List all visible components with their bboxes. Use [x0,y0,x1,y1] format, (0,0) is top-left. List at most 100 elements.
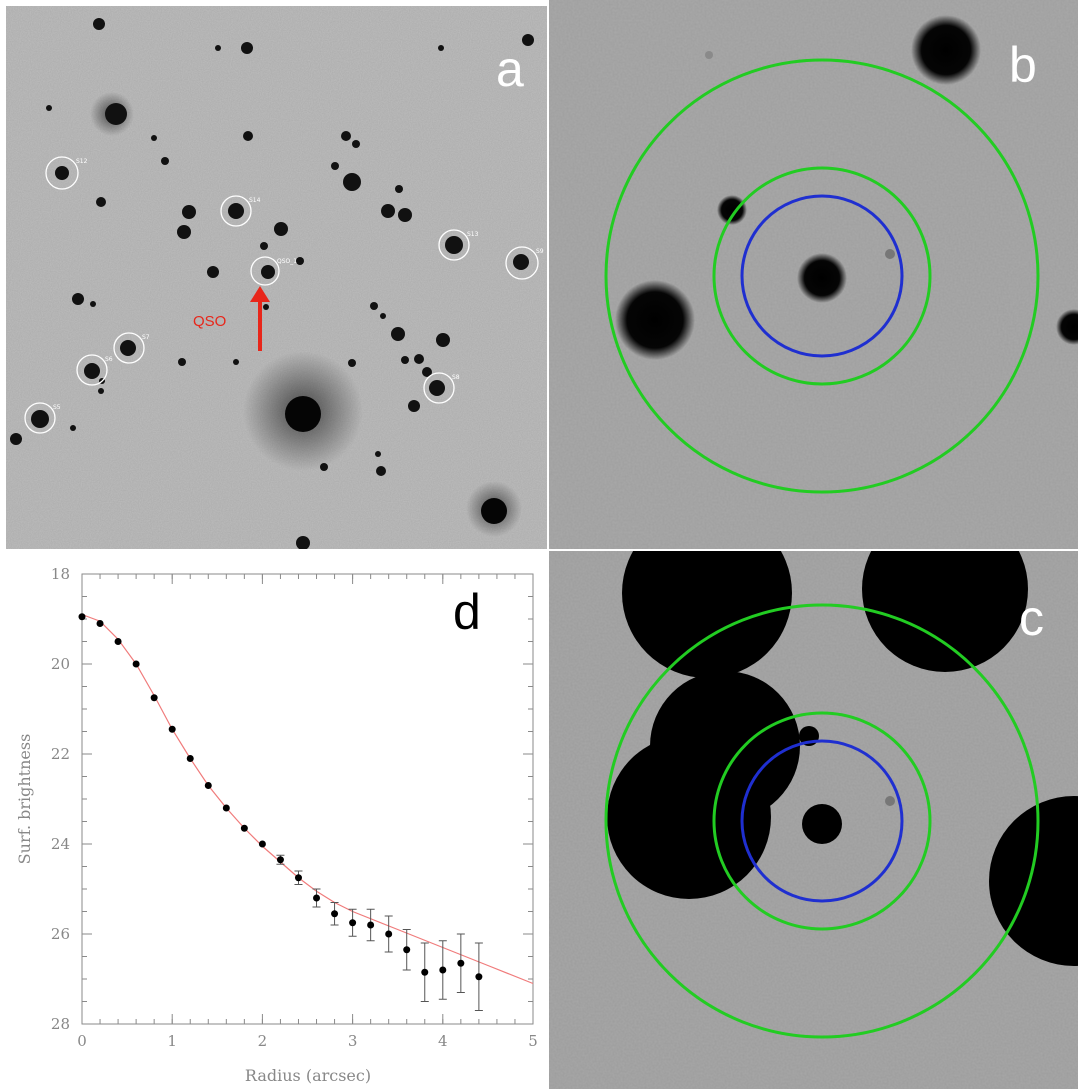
object-marker-circle [45,156,79,190]
star [178,358,186,366]
data-point [132,660,140,668]
star [343,173,361,191]
outer-annulus [604,603,1040,1039]
star [241,42,253,54]
object-marker-label: S7 [142,334,150,341]
x-tick-label: 1 [167,1032,177,1050]
bright-galaxy [285,396,321,432]
qso-label: QSO [193,313,226,330]
outer-annulus [604,58,1040,494]
panel-letter-d: d [453,584,481,640]
star [352,140,360,148]
star [398,208,412,222]
star [261,265,275,279]
panel-letter-a: a [496,41,524,97]
data-point [114,638,122,645]
x-tick-label: 4 [438,1032,448,1050]
star [375,451,381,457]
x-tick-label: 0 [77,1032,87,1050]
star [228,203,244,219]
data-point [421,968,429,976]
y-tick-label: 18 [51,565,70,583]
star [263,304,269,310]
x-tick-label: 2 [258,1032,268,1050]
star [84,363,100,379]
star [72,293,84,305]
star [422,367,432,377]
panel-a-field-image: S12 S14 QSO_1 S13 S9 S7 S6 S5 S8 QSO a [6,6,547,549]
star [320,463,328,471]
data-point [150,694,158,702]
object-marker-circle [438,229,470,261]
field-image: S12 S14 QSO_1 S13 S9 S7 S6 S5 S8 QSO [6,6,547,549]
panel-d-profile-chart: 0 1 2 3 4 5 18 20 22 24 26 28 Radius (arcsec) Surf.… [0,551,547,1089]
surface-brightness-chart: 0 1 2 3 4 5 18 20 22 24 26 28 Radius (arcsec) Surf.… [15,565,538,1085]
star [370,302,378,310]
object-marker-circle [250,256,280,286]
star [93,18,105,30]
data-point [222,804,230,812]
star [90,301,96,307]
star [408,400,420,412]
star [105,103,127,125]
star [260,242,268,250]
inner-annulus [712,166,932,386]
object-marker-label: S12 [76,158,88,165]
data-point [96,620,104,627]
object-marker-label: S8 [452,374,460,381]
fit-line [81,613,534,985]
aperture-circle [740,194,904,358]
star [161,157,169,165]
object-marker-circle [423,372,455,404]
object-marker-label: QSO_1 [277,258,297,265]
object-marker-label: S5 [53,404,61,411]
object-marker-label: S13 [467,231,479,238]
star [46,105,52,111]
star [436,333,450,347]
star [381,204,395,218]
object-marker-circle [220,195,252,227]
object-marker-circle [113,332,145,364]
star [215,45,221,51]
star [10,433,22,445]
aperture-image [549,0,1078,549]
star [395,185,403,193]
mask-regions [607,551,1078,966]
x-axis-label: Radius (arcsec) [245,1066,371,1085]
star [177,225,191,239]
bright-star [481,498,507,524]
star [274,222,288,236]
stars-b [615,15,1078,360]
data-point [186,755,194,762]
data-point [168,725,176,733]
star [331,162,339,170]
star [243,131,253,141]
star [348,359,356,367]
object-marker-label: S9 [536,248,544,255]
panel-c-masked-view: c [549,551,1078,1089]
data-point [78,613,86,621]
star [70,425,76,431]
data-points [78,613,483,1011]
y-tick-label: 22 [51,745,70,763]
data-point [313,894,321,902]
inner-annulus [712,711,932,931]
x-tick-label: 5 [528,1032,538,1050]
panel-b-aperture-view: b [549,0,1078,549]
aperture-circle [740,739,904,903]
star [182,205,196,219]
data-point [439,966,447,974]
panel-letter-b: b [1009,37,1037,93]
y-axis-label: Surf. brightness [15,734,34,865]
y-tick-label: 24 [51,835,70,853]
panel-letter-c: c [1019,590,1044,646]
object-marker-circle [24,402,56,434]
data-point [475,973,483,981]
star [98,388,104,394]
star [438,45,444,51]
data-point [331,910,339,918]
data-point [403,946,411,954]
data-point [349,919,357,927]
star [296,257,304,265]
object-marker-label: S14 [249,197,261,204]
